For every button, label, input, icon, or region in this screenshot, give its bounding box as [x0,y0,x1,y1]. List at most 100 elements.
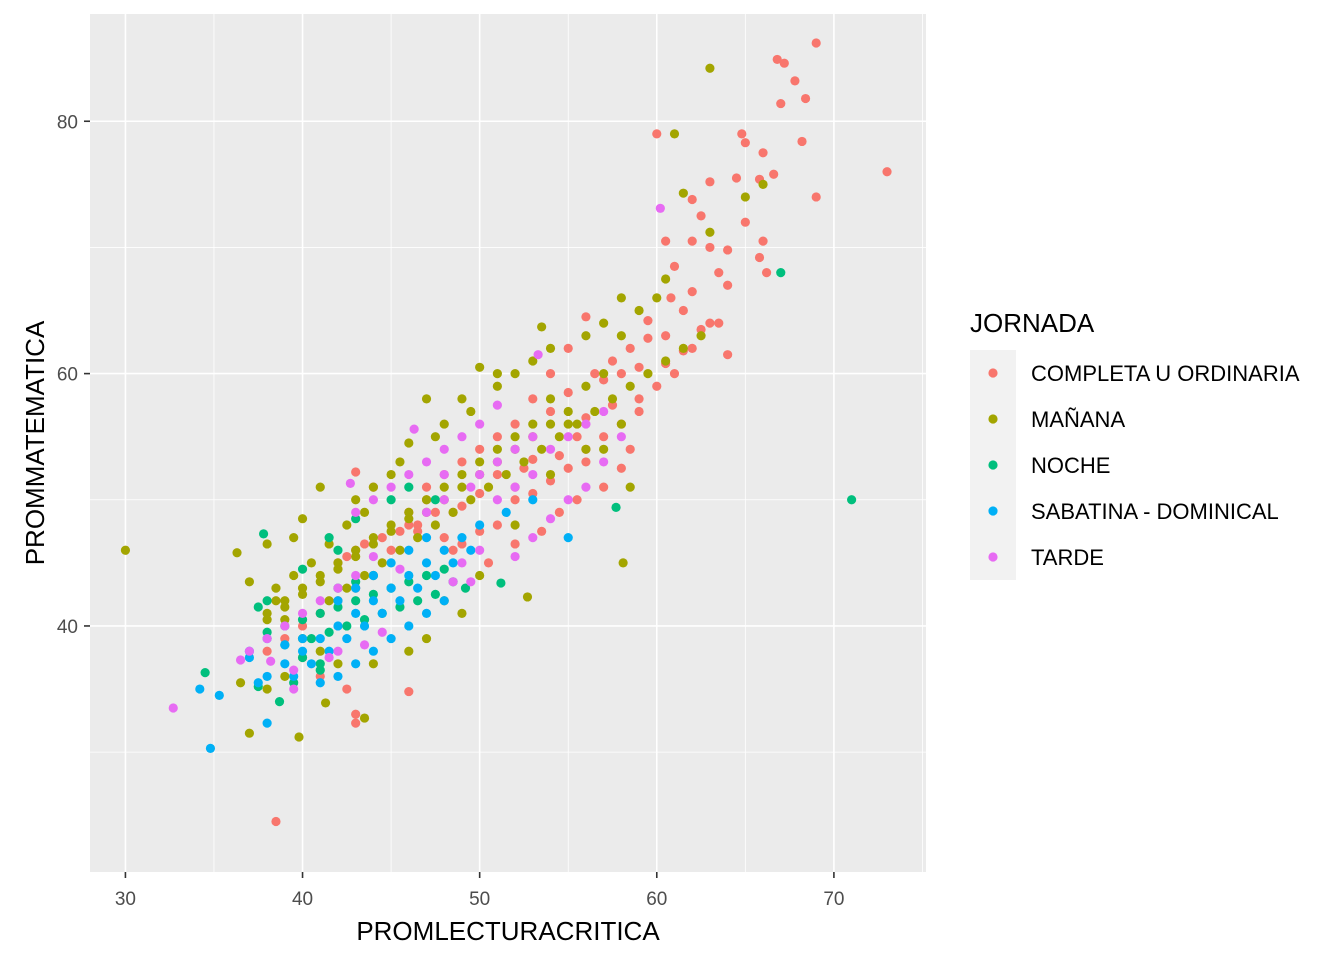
data-point [696,331,706,341]
legend-label: SABATINA - DOMINICAL [1031,499,1279,524]
data-point [811,38,821,48]
legend-label: NOCHE [1031,453,1110,478]
data-point [395,457,405,467]
data-point [669,261,680,271]
data-point [359,507,370,517]
data-point [377,558,387,568]
data-point [262,671,272,682]
data-point [232,548,242,558]
data-point [754,252,765,263]
data-point [421,570,432,581]
data-point [333,659,343,669]
data-point [404,646,414,656]
data-point [545,469,556,480]
data-point [430,432,440,442]
x-tick-label: 60 [646,889,667,910]
data-point [599,482,609,492]
data-point [501,469,511,480]
data-point [669,369,680,379]
data-point [599,432,609,442]
data-point [368,551,378,562]
data-point [616,369,626,379]
data-point [545,419,556,429]
data-point [271,816,281,827]
data-point [333,545,343,555]
data-point [359,621,370,631]
data-point [168,703,178,713]
data-point [368,646,378,656]
data-point [460,583,471,593]
data-point [244,577,255,587]
data-point [528,432,538,442]
data-point [714,318,724,328]
data-point [714,268,724,278]
data-point [262,596,272,606]
data-point [333,596,343,606]
data-point [297,564,308,574]
data-point [545,394,556,404]
data-point [607,394,618,404]
data-point [457,457,467,467]
data-point [563,387,573,398]
data-point [769,169,779,179]
data-point [599,457,609,467]
data-point [510,495,520,505]
data-points [120,38,892,827]
data-point [687,286,697,297]
data-point [705,177,715,187]
data-point [758,236,768,246]
data-point [195,684,205,694]
data-point [262,718,272,728]
data-point [359,539,370,549]
data-point [404,577,414,587]
data-point [790,76,800,86]
data-point [475,526,485,536]
data-point [581,331,591,341]
data-point [457,482,467,492]
data-point [439,545,449,555]
data-point [625,482,635,492]
data-point [740,138,750,148]
data-point [351,659,361,669]
data-point [315,596,325,606]
data-point [289,533,299,543]
data-point [475,444,485,454]
data-point [386,583,396,593]
data-point [315,608,325,618]
data-point [421,558,432,568]
data-point [395,564,405,574]
data-point [386,526,396,536]
data-point [280,640,290,650]
legend-label: MAÑANA [1031,407,1125,432]
data-point [439,495,449,505]
data-point [528,488,538,499]
data-point [581,482,591,492]
data-point [779,58,789,68]
data-point [289,684,299,694]
data-point [618,558,628,568]
data-point [554,451,564,461]
data-point [386,482,396,492]
data-point [772,54,782,65]
data-point [351,577,361,587]
data-point [581,312,591,322]
x-tick-label: 30 [115,889,136,910]
data-point [297,621,308,631]
data-point [616,331,626,341]
data-point [510,419,520,429]
data-point [545,514,556,524]
data-point [687,343,697,353]
y-axis-ticks: 40 60 80 [57,112,90,638]
data-point [545,343,556,353]
data-point [492,432,502,442]
data-point [758,148,768,158]
data-point [430,520,440,530]
data-point [666,293,676,303]
data-point [528,533,538,543]
data-point [696,211,706,221]
data-point [563,495,573,505]
data-point [563,432,573,442]
data-point [214,690,224,700]
data-point [439,564,449,574]
data-point [244,728,255,738]
